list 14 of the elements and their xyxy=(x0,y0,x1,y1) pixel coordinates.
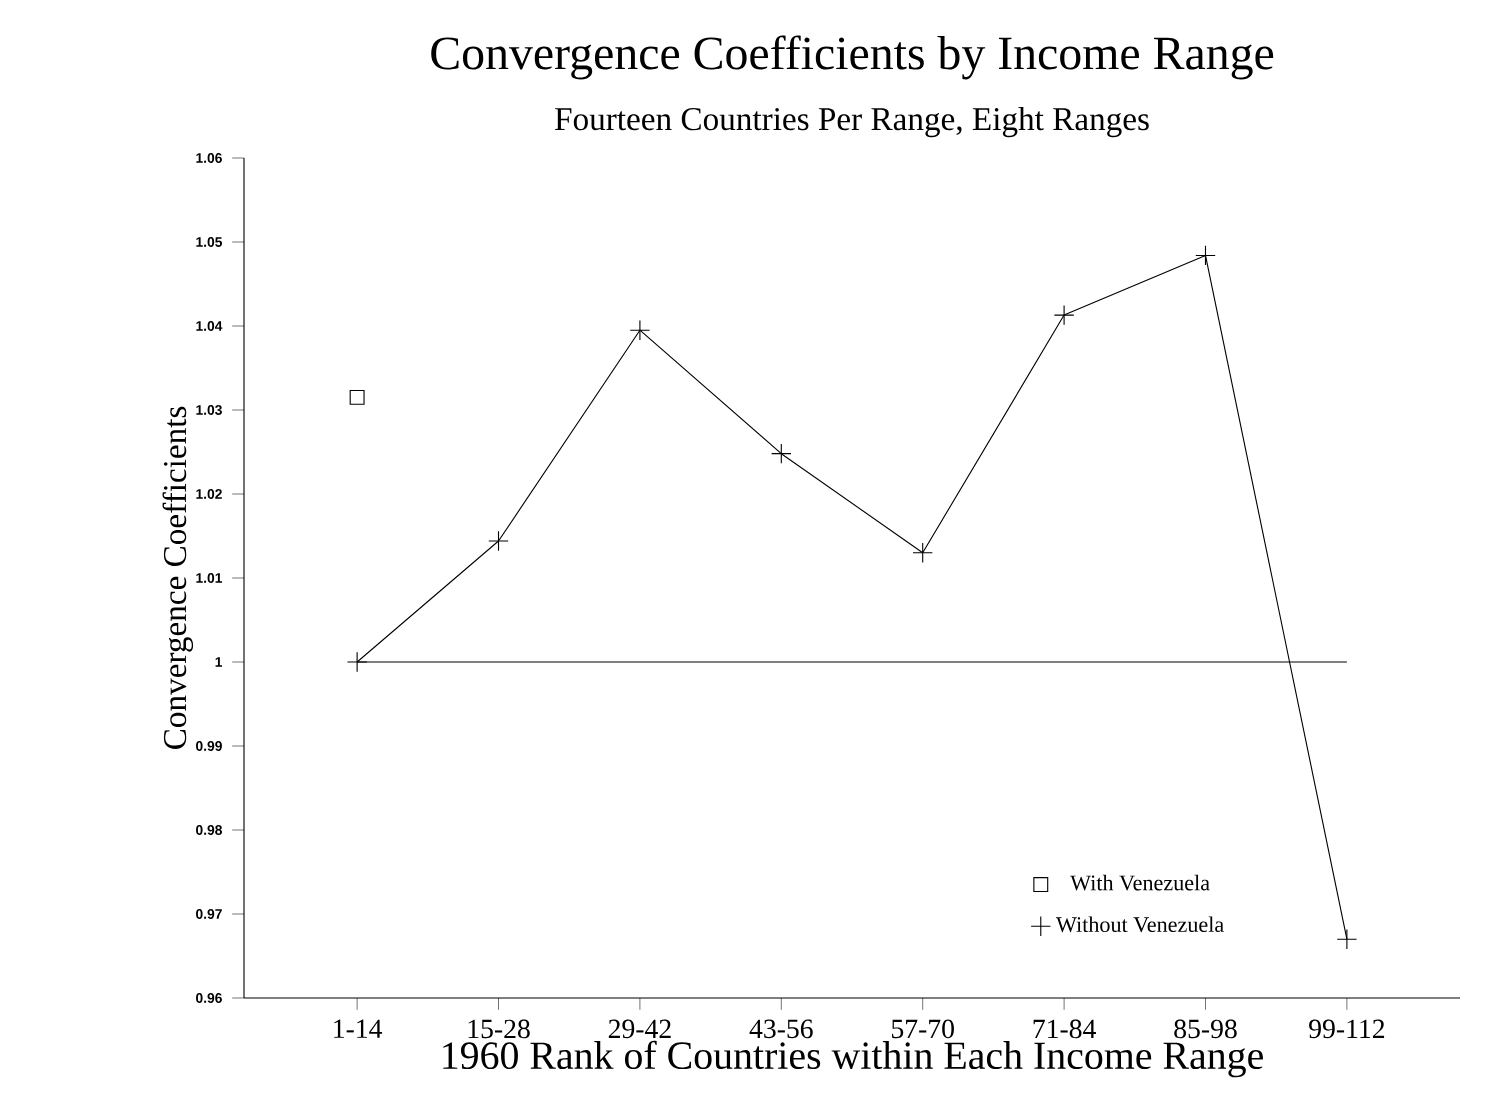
x-tick-label: 43-56 xyxy=(749,1019,813,1039)
x-tick-label: 85-98 xyxy=(1174,1019,1237,1039)
x-tick-label: 71-84 xyxy=(1033,1019,1096,1039)
x-tick-label: 99-112 xyxy=(1309,1019,1385,1039)
x-tick-label: 15-28 xyxy=(468,1019,530,1039)
y-axis-title: Convergence Coefficients xyxy=(162,406,194,749)
legend-label: With Venezuela xyxy=(1070,874,1210,891)
x-tick-label: 29-42 xyxy=(608,1019,671,1039)
chart-title: Convergence Coefficients by Income Range xyxy=(431,35,1274,80)
chart-subtitle: Fourteen Countries Per Range, Eight Ranges xyxy=(555,106,1149,138)
x-tick-label: 1-14 xyxy=(334,1019,383,1038)
x-tick-label: 57-70 xyxy=(892,1019,954,1039)
x-axis-title: 1960 Rank of Countries within Each Income Range xyxy=(443,1040,1263,1078)
legend-label: Without Venezuela xyxy=(1056,916,1224,933)
